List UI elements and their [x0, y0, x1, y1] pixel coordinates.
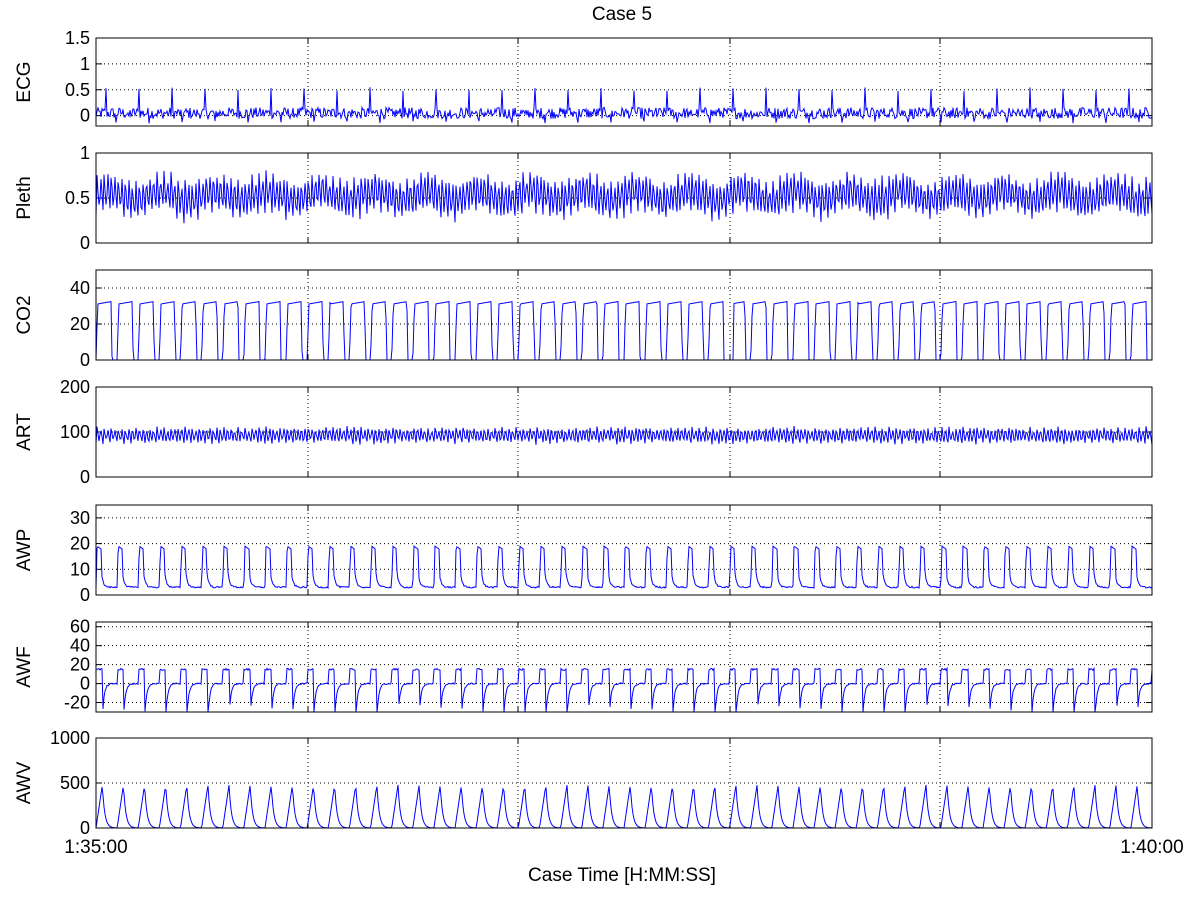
y-tick-label: 0	[80, 106, 90, 126]
y-tick-label: 100	[60, 422, 90, 442]
figure-title: Case 5	[592, 4, 652, 25]
y-tick-label: 200	[60, 377, 90, 397]
y-tick-label: 0	[80, 674, 90, 694]
y-axis-label: AWV	[14, 761, 35, 804]
y-tick-label: 0	[80, 818, 90, 838]
panel-art: 0 100 200 ART	[14, 377, 1152, 487]
y-tick-label: 0	[80, 585, 90, 605]
y-tick-label: 0	[80, 233, 90, 253]
y-tick-label: 1000	[50, 728, 90, 748]
y-tick-label: 40	[70, 278, 90, 298]
waveform-panels: 00.511.5ECG00.51Pleth02040CO20100200ART0…	[14, 28, 1152, 838]
axes-frame	[96, 622, 1152, 712]
y-tick-label: 0.5	[65, 80, 90, 100]
panel-awv: 0 500 1000 AWV	[14, 728, 1152, 838]
y-tick-label: 1	[80, 143, 90, 163]
y-tick-label: 60	[70, 617, 90, 637]
trace-pleth	[96, 170, 1152, 223]
panel-awp: 0 10 20 30 AWP	[14, 505, 1152, 605]
y-tick-label: 1.5	[65, 28, 90, 48]
y-axis-label: CO2	[14, 295, 35, 334]
y-axis-label: AWP	[14, 529, 35, 572]
y-tick-label: 20	[70, 655, 90, 675]
x-tick-label-start: 1:35:00	[64, 837, 127, 858]
trace-ecg	[96, 87, 1152, 123]
y-tick-label: 0	[80, 350, 90, 370]
y-tick-label: -20	[64, 693, 90, 713]
y-axis-label: ART	[14, 413, 35, 451]
y-tick-label: 0	[80, 467, 90, 487]
panel-pleth: 0 0.5 1 Pleth	[14, 143, 1152, 253]
x-tick-label-end: 1:40:00	[1120, 837, 1183, 858]
trace-art	[96, 426, 1152, 445]
y-tick-label: 500	[60, 773, 90, 793]
panel-ecg: 0 0.5 1 1.5 ECG	[14, 28, 1152, 126]
y-axis-label: ECG	[14, 61, 35, 102]
y-tick-label: 20	[70, 314, 90, 334]
y-tick-label: 0.5	[65, 188, 90, 208]
panel-co2: 0 20 40 CO2	[14, 270, 1152, 370]
y-axis-label: Pleth	[14, 176, 35, 219]
trace-awp	[96, 546, 1152, 588]
y-tick-label: 30	[70, 508, 90, 528]
x-axis-label: Case Time [H:MM:SS]	[528, 865, 716, 886]
y-tick-label: 20	[70, 534, 90, 554]
trace-co2	[96, 302, 1152, 360]
y-tick-label: 10	[70, 559, 90, 579]
y-tick-label: 40	[70, 636, 90, 656]
y-tick-label: 1	[80, 54, 90, 74]
trace-awf	[96, 668, 1152, 712]
trace-awv	[96, 785, 1152, 828]
y-axis-label: AWF	[14, 646, 35, 688]
